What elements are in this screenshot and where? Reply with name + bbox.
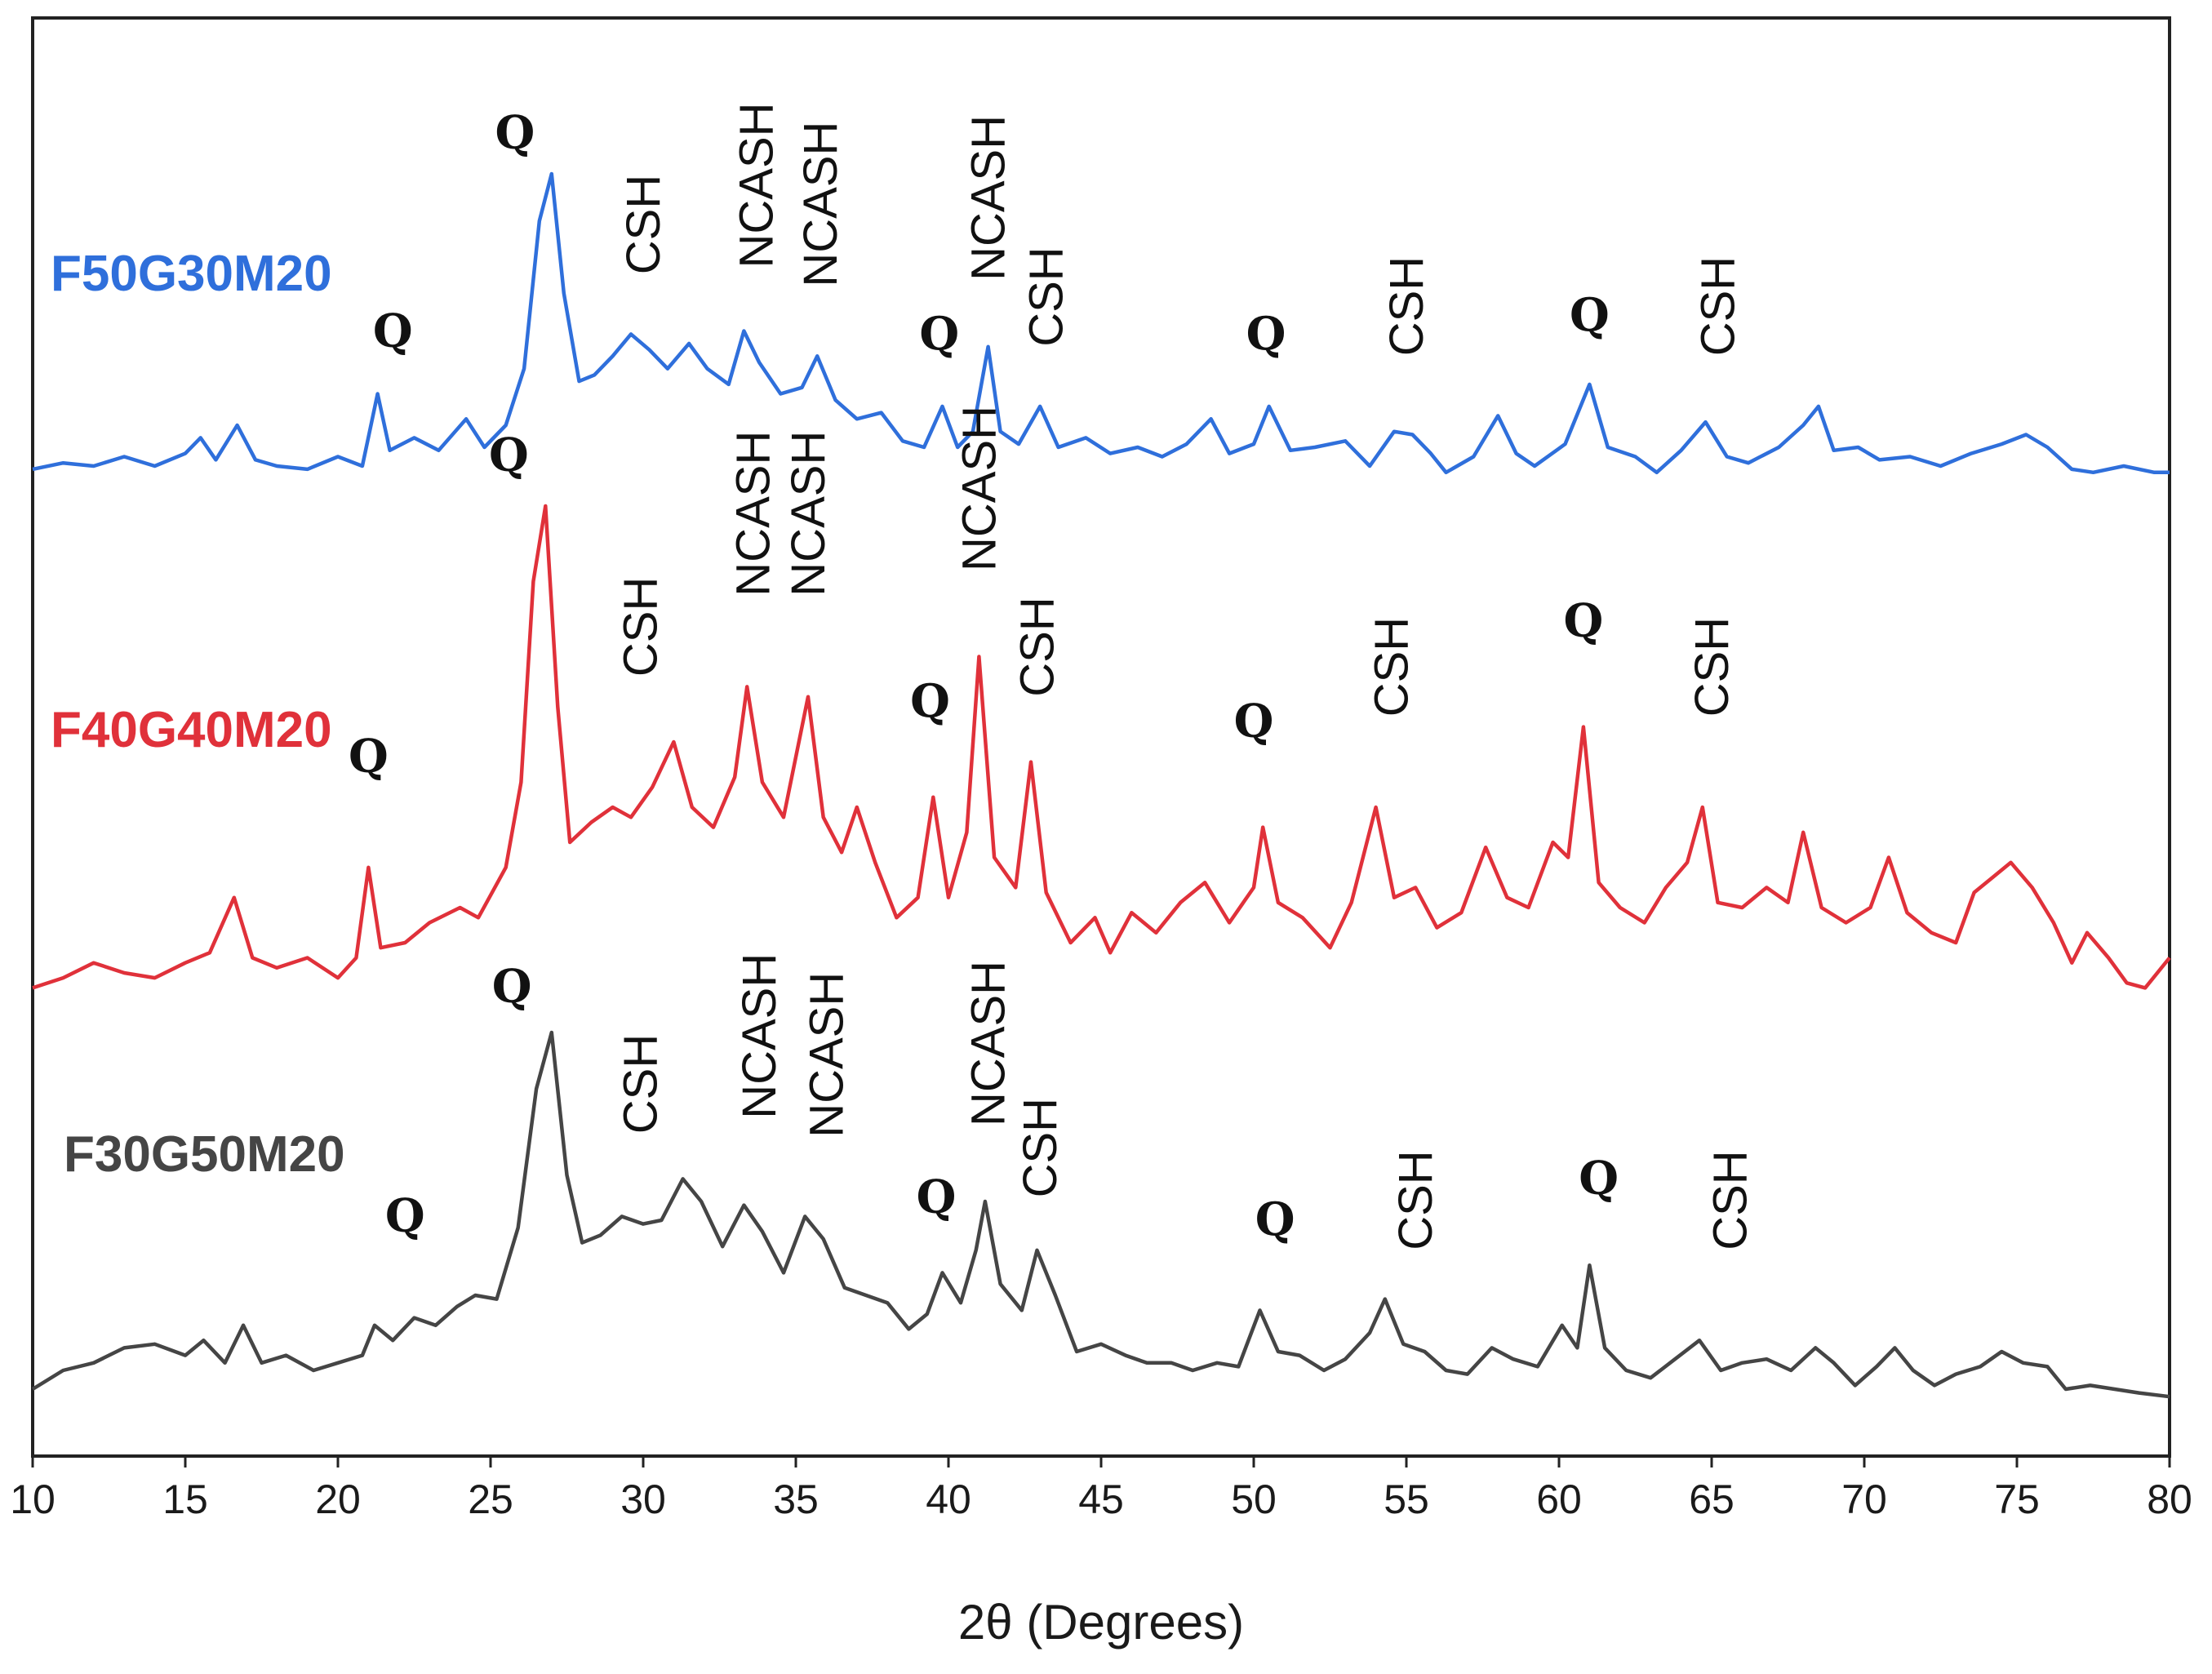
peak-label-csh: CSH [1703,1150,1757,1250]
series-line-f50g30m20 [32,171,2170,475]
peak-label-q: Q [1579,1152,1619,1206]
peak-label-csh: CSH [1686,617,1739,717]
peak-label-ncash: NCASH [794,122,847,287]
x-tick-label: 45 [1078,1476,1124,1522]
x-axis-title: 2θ (Degrees) [958,1595,1244,1650]
x-tick-label: 50 [1231,1476,1277,1522]
peak-label-ncash: NCASH [782,431,835,597]
peak-label-ncash: NCASH [962,961,1015,1126]
x-tick-label: 10 [10,1476,56,1522]
x-tick-label: 30 [620,1476,666,1522]
peak-label-ncash: NCASH [727,431,780,597]
peak-label-csh: CSH [1692,256,1745,356]
peak-label-q: Q [492,960,532,1014]
peak-label-csh: CSH [1380,256,1433,356]
peak-label-q: Q [1246,308,1286,362]
peak-label-ncash: NCASH [800,972,853,1138]
series-name-f40g40m20: F40G40M20 [51,702,332,758]
peak-label-ncash: NCASH [733,953,786,1119]
series-names-layer: F50G30M20 F40G40M20 F30G50M20 [51,246,345,1183]
peak-label-q: Q [495,106,535,160]
peak-label-q: Q [910,674,950,728]
peak-label-csh: CSH [1365,617,1418,717]
peak-label-q: Q [1255,1192,1295,1246]
x-tick-label: 20 [315,1476,361,1522]
peak-label-ncash: NCASH [962,115,1015,281]
x-tick-label: 35 [773,1476,819,1522]
x-tick-label: 40 [926,1476,971,1522]
peak-label-q: Q [373,304,413,358]
peak-label-q: Q [385,1189,425,1243]
peak-label-csh: CSH [1020,246,1073,346]
peak-label-q: Q [1234,695,1274,748]
peak-label-ncash: NCASH [730,102,783,268]
peak-label-q: Q [919,308,959,362]
peak-label-csh: CSH [614,577,667,677]
x-tick-label: 80 [2147,1476,2192,1522]
series-line-f30g50m20 [31,1030,2170,1399]
x-tick-label: 15 [162,1476,208,1522]
x-tick-label: 25 [468,1476,513,1522]
x-tick-label: 55 [1384,1476,1429,1522]
peak-label-q: Q [1570,289,1610,343]
x-tick-label: 65 [1689,1476,1735,1522]
series-line-f40g40m20 [32,504,2171,990]
x-tick-label: 60 [1536,1476,1582,1522]
peak-label-csh: CSH [1389,1150,1442,1250]
peak-label-q: Q [1564,594,1604,648]
traces-layer [31,171,2171,1399]
peak-label-q: Q [917,1170,957,1224]
x-tick-label: 75 [1994,1476,2040,1522]
peak-label-q: Q [489,428,529,482]
x-axis-ticks: 10 15 20 25 30 35 40 45 50 55 60 65 70 75 80 [10,1456,2192,1522]
x-tick-label: 70 [1841,1476,1887,1522]
peak-label-csh: CSH [614,1034,667,1134]
series-name-f30g50m20: F30G50M20 [64,1126,345,1183]
peak-label-q: Q [349,730,389,784]
peak-label-csh: CSH [617,175,670,274]
peak-label-csh: CSH [1014,1098,1067,1197]
peak-label-ncash: NCASH [953,406,1006,571]
series-name-f50g30m20: F50G30M20 [51,246,332,302]
peak-label-csh: CSH [1011,597,1064,696]
